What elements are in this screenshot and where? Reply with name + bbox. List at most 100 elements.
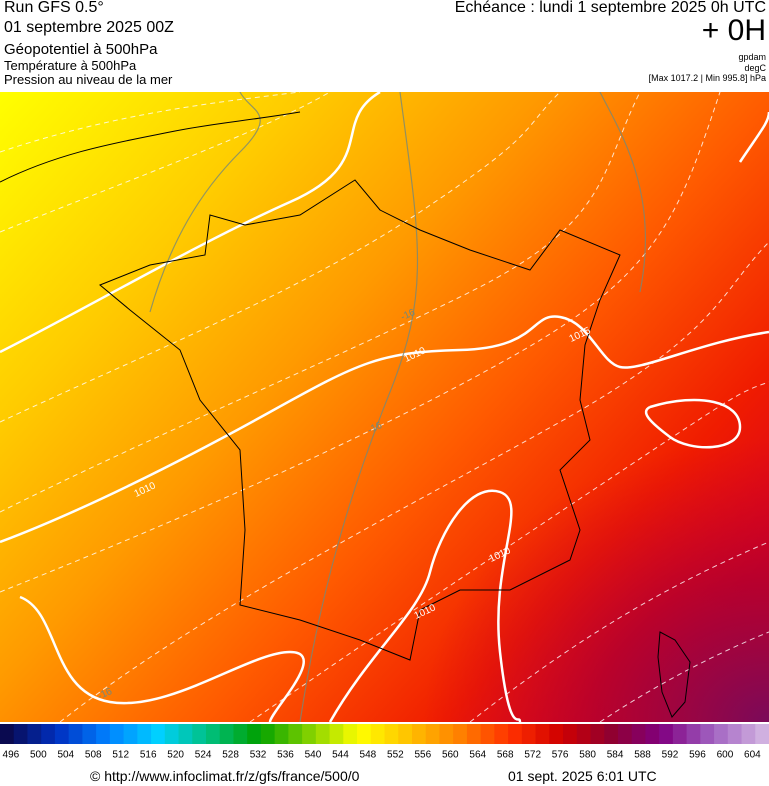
scale-swatch bbox=[659, 724, 674, 744]
coastline bbox=[0, 111, 691, 718]
scale-swatch bbox=[192, 724, 207, 744]
scale-swatch bbox=[631, 724, 646, 744]
scale-swatch bbox=[151, 724, 166, 744]
field-label: Pression au niveau de la mer bbox=[4, 72, 173, 87]
scale-label: 540 bbox=[305, 750, 322, 761]
scale-label: 548 bbox=[360, 750, 377, 761]
geopotential-lines bbox=[149, 92, 647, 722]
scale-swatch bbox=[604, 724, 619, 744]
scale-swatch bbox=[13, 724, 28, 744]
scale-swatch bbox=[0, 724, 15, 744]
scale-swatch bbox=[645, 724, 660, 744]
scale-swatch bbox=[439, 724, 454, 744]
run-title: Run GFS 0.5° bbox=[4, 0, 104, 16]
scale-swatch bbox=[453, 724, 468, 744]
scale-swatch bbox=[41, 724, 56, 744]
scale-swatch bbox=[755, 724, 769, 744]
scale-label: 544 bbox=[332, 750, 349, 761]
scale-label: 500 bbox=[30, 750, 47, 761]
scale-swatch bbox=[521, 724, 537, 744]
scale-swatch bbox=[549, 724, 564, 744]
field-label: Température à 500hPa bbox=[4, 58, 137, 73]
unit: gpdam bbox=[738, 52, 766, 62]
scale-swatch bbox=[54, 724, 70, 744]
timestamp: 01 sept. 2025 6:01 UTC bbox=[508, 768, 657, 784]
scale-swatch bbox=[727, 724, 743, 744]
min-max: [Max 1017.2 | Min 995.8] hPa bbox=[648, 73, 766, 83]
scale-label: 512 bbox=[112, 750, 129, 761]
scale-swatch bbox=[590, 724, 605, 744]
scale-label: 588 bbox=[634, 750, 651, 761]
scale-swatch bbox=[109, 724, 125, 744]
scale-swatch bbox=[357, 724, 372, 744]
scale-swatch bbox=[466, 724, 482, 744]
scale-label: 596 bbox=[689, 750, 706, 761]
source-url[interactable]: © http://www.infoclimat.fr/z/gfs/france/… bbox=[90, 768, 360, 784]
scale-label: 584 bbox=[607, 750, 624, 761]
scale-label: 576 bbox=[552, 750, 569, 761]
scale-swatch bbox=[274, 724, 289, 744]
scale-swatch bbox=[563, 724, 578, 744]
scale-swatch bbox=[68, 724, 83, 744]
scale-swatch bbox=[384, 724, 399, 744]
run-date: 01 septembre 2025 00Z bbox=[4, 19, 174, 36]
scale-swatch bbox=[425, 724, 440, 744]
scale-label: 520 bbox=[167, 750, 184, 761]
scale-label: 564 bbox=[469, 750, 486, 761]
scale-label: 528 bbox=[222, 750, 239, 761]
scale-swatch bbox=[672, 724, 688, 744]
scale-label: 600 bbox=[717, 750, 734, 761]
scale-swatch bbox=[219, 724, 234, 744]
scale-swatch bbox=[714, 724, 729, 744]
scale-swatch bbox=[329, 724, 344, 744]
offset: + 0H bbox=[701, 14, 766, 47]
scale-label: 496 bbox=[3, 750, 20, 761]
scale-label: 532 bbox=[250, 750, 267, 761]
scale-label: 592 bbox=[662, 750, 679, 761]
scale-swatch bbox=[302, 724, 317, 744]
scale-label: 508 bbox=[85, 750, 102, 761]
scale-swatch bbox=[260, 724, 276, 744]
scale-swatch bbox=[315, 724, 331, 744]
echeance: Echéance : lundi 1 septembre 2025 0h UTC bbox=[454, 0, 766, 16]
scale-label: 580 bbox=[579, 750, 596, 761]
scale-swatch bbox=[494, 724, 509, 744]
scale-swatch bbox=[205, 724, 221, 744]
scale-label: 556 bbox=[414, 750, 431, 761]
scale-swatch bbox=[233, 724, 248, 744]
color-scale: 496 500 504 508 512 516 520 524 528 532 536 540 544 5… bbox=[0, 724, 769, 761]
scale-label: 536 bbox=[277, 750, 294, 761]
scale-swatch bbox=[343, 724, 358, 744]
scale-label: 516 bbox=[140, 750, 157, 761]
scale-swatch bbox=[741, 724, 756, 744]
field-label: Géopotentiel à 500hPa bbox=[4, 41, 158, 58]
scale-swatch bbox=[411, 724, 427, 744]
isobars bbox=[0, 92, 769, 722]
scale-swatch bbox=[508, 724, 523, 744]
scale-swatch bbox=[137, 724, 152, 744]
scale-label: 604 bbox=[744, 750, 761, 761]
scale-swatch bbox=[164, 724, 180, 744]
scale-swatch bbox=[370, 724, 385, 744]
scale-swatch bbox=[535, 724, 550, 744]
scale-label: 560 bbox=[442, 750, 459, 761]
unit: degC bbox=[744, 63, 766, 73]
scale-swatch bbox=[576, 724, 591, 744]
scale-swatch bbox=[480, 724, 495, 744]
scale-swatch bbox=[247, 724, 262, 744]
scale-swatch bbox=[82, 724, 97, 744]
scale-swatch bbox=[700, 724, 715, 744]
scale-label: 552 bbox=[387, 750, 404, 761]
scale-swatch bbox=[96, 724, 111, 744]
scale-label: 524 bbox=[195, 750, 212, 761]
scale-swatch bbox=[27, 724, 42, 744]
scale-swatch bbox=[617, 724, 633, 744]
scale-swatch bbox=[178, 724, 193, 744]
scale-swatch bbox=[123, 724, 138, 744]
scale-swatch bbox=[398, 724, 413, 744]
scale-swatch bbox=[288, 724, 303, 744]
scale-label: 572 bbox=[524, 750, 541, 761]
scale-label: 568 bbox=[497, 750, 514, 761]
